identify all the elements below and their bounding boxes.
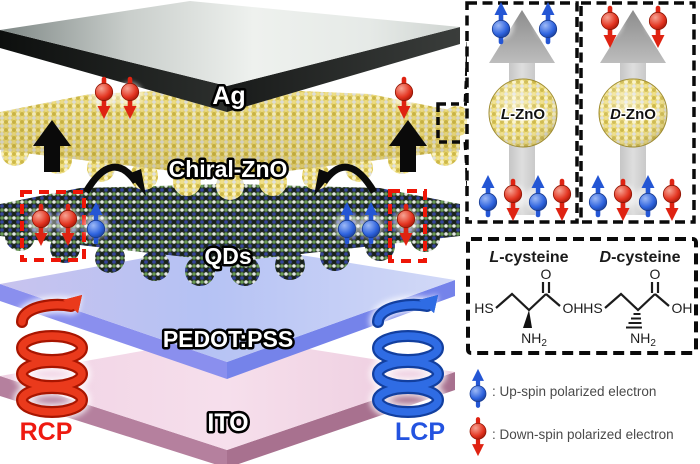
cysteine-panel: L-cysteine D-cysteine HS O OH NH2 HS O O… <box>466 237 698 355</box>
down-spin-electron-icon <box>466 419 490 456</box>
nh2-label: NH2 <box>521 330 547 349</box>
ag-electrode-layer <box>0 1 460 112</box>
ag-label: Ag <box>212 82 245 110</box>
nh2-label: NH2 <box>630 330 656 349</box>
zoom-panel-d-zno: D-ZnO <box>579 1 696 224</box>
legend: : Up-spin polarized electron : Down-spin… <box>466 369 674 456</box>
ito-label: ITO <box>207 409 248 437</box>
l-cysteine-title: L-cysteine <box>489 249 568 266</box>
d-zno-nanoparticle-shade <box>599 79 667 147</box>
lcp-label: LCP <box>395 418 445 446</box>
chiral-zno-layer <box>0 88 472 200</box>
chiral-zno-label: Chiral-ZnO <box>169 156 288 182</box>
electron-transfer-arrow-right <box>314 163 378 196</box>
zoom-panel-l-zno: L-ZnO <box>465 2 579 224</box>
hs-label: HS <box>583 300 602 316</box>
rcp-label: RCP <box>20 418 73 446</box>
legend-down-spin-text: : Down-spin polarized electron <box>492 427 674 442</box>
electron-transfer-arrow-left <box>82 163 146 196</box>
o-label: O <box>650 266 661 282</box>
hs-label: HS <box>474 300 493 316</box>
legend-up-spin-text: : Up-spin polarized electron <box>492 384 656 399</box>
l-zno-nanoparticle-shade <box>489 79 557 147</box>
highlight-box-left-spins <box>20 190 86 262</box>
legend-down-spin-entry: : Down-spin polarized electron <box>466 419 674 456</box>
l-cysteine-structure <box>495 282 561 328</box>
d-cysteine-structure <box>604 282 670 329</box>
highlight-box-right-spin <box>388 189 427 263</box>
oh-label: OH <box>672 300 693 316</box>
lcp-light-helix-icon <box>378 295 438 412</box>
qds-layer <box>0 184 460 286</box>
o-label: O <box>541 266 552 282</box>
qds-label: QDs <box>204 243 251 269</box>
oh-label: OH <box>563 300 584 316</box>
l-zno-label: L-ZnO <box>501 106 545 123</box>
rcp-light-helix-icon <box>22 295 82 412</box>
d-cysteine-title: D-cysteine <box>600 249 681 266</box>
pedot-pss-label: PEDOT:PSS <box>163 326 293 352</box>
zoom-callout-box <box>436 102 484 144</box>
up-spin-electron-icon <box>466 369 490 406</box>
legend-up-spin-entry: : Up-spin polarized electron <box>466 369 656 406</box>
d-zno-label: D-ZnO <box>610 106 656 123</box>
